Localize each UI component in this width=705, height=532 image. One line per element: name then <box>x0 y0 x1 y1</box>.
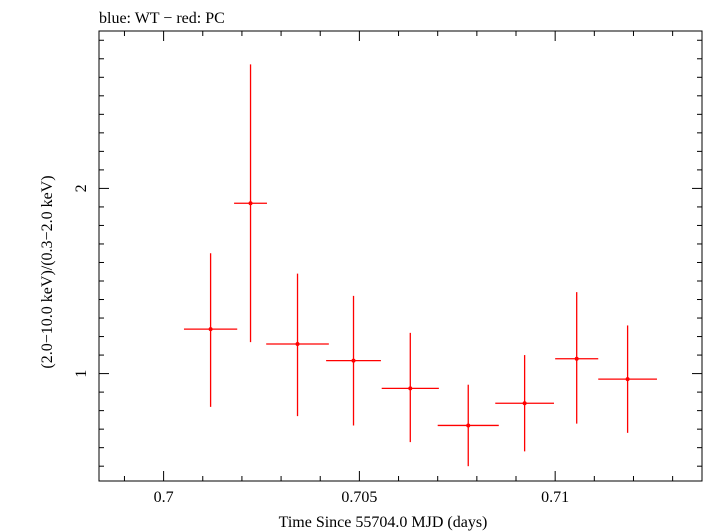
data-point <box>555 292 599 424</box>
data-point <box>437 384 499 467</box>
plot-frame <box>98 30 703 482</box>
x-tick-label: 0.71 <box>541 489 569 506</box>
data-point <box>598 325 657 433</box>
point-marker <box>295 341 300 346</box>
data-point <box>495 355 554 452</box>
point-marker <box>248 201 253 206</box>
point-marker <box>522 401 527 406</box>
point-marker <box>625 377 630 382</box>
x-tick-label: 0.7 <box>154 489 174 506</box>
point-marker <box>574 356 579 361</box>
data-point <box>234 64 267 343</box>
data-point <box>326 295 381 426</box>
point-marker <box>408 386 413 391</box>
point-marker <box>466 423 471 428</box>
data-points <box>183 64 657 467</box>
data-point <box>381 332 439 443</box>
point-marker <box>208 327 213 332</box>
x-axis-label: Time Since 55704.0 MJD (days) <box>279 514 488 531</box>
y-tick-label: 1 <box>73 370 90 378</box>
x-axis-ticks: 0.7 0.705 0.71 <box>123 31 674 506</box>
data-point <box>266 273 329 417</box>
chart-title: blue: WT − red: PC <box>99 10 225 27</box>
x-tick-label: 0.705 <box>341 489 377 506</box>
data-point <box>183 253 238 407</box>
y-axis-ticks: 12 <box>73 39 702 467</box>
point-marker <box>351 358 356 363</box>
y-tick-label: 2 <box>73 184 90 192</box>
y-axis-label: (2.0−10.0 keV)/(0.3−2.0 keV) <box>39 175 56 368</box>
